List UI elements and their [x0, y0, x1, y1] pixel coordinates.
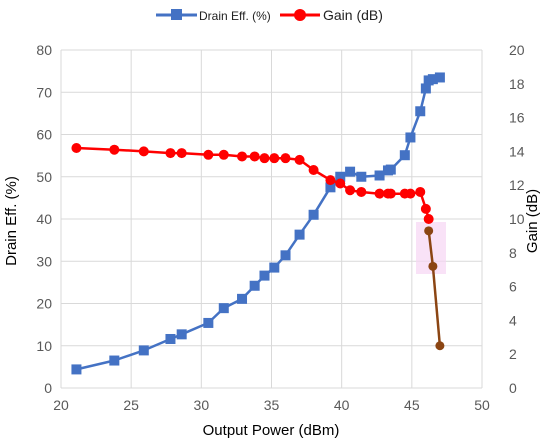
data-point-drain-eff [280, 250, 291, 261]
y-left-tick-label: 20 [36, 296, 52, 312]
x-tick-label: 40 [334, 397, 350, 413]
x-axis-ticks: 20 25 30 35 40 45 50 [53, 397, 490, 413]
y-right-tick-label: 4 [509, 312, 517, 328]
y-left-tick-label: 30 [36, 253, 52, 269]
data-point-gain-db [308, 164, 319, 175]
data-point-gain-db [280, 153, 291, 164]
data-point-drain-eff [356, 171, 367, 182]
data-point-drain-eff [109, 355, 120, 366]
y-right-tick-label: 10 [509, 211, 525, 227]
legend-gain-marker [294, 9, 306, 21]
y-left-tick-label: 40 [36, 211, 52, 227]
data-point-gain-db [423, 214, 434, 224]
y-right-tick-label: 20 [509, 42, 525, 58]
x-tick-label: 20 [53, 397, 69, 413]
series-line-drain-eff [76, 76, 441, 371]
y-left-tick-label: 50 [36, 169, 52, 185]
data-point-drain-eff [308, 209, 319, 220]
data-point-gain-db [294, 154, 305, 165]
legend-drain-eff-label: Drain Eff. (%) [199, 9, 271, 23]
data-point-gain-db [420, 203, 431, 214]
data-point-gain-db [259, 153, 270, 164]
x-tick-label: 35 [264, 397, 280, 413]
data-point-gain-db [218, 149, 229, 160]
y-right-axis-ticks: 0 2 4 6 8 10 12 14 16 18 20 [509, 42, 525, 396]
y-left-tick-label: 0 [44, 380, 52, 396]
data-point-drain-eff [294, 229, 305, 240]
x-axis-title: Output Power (dBm) [203, 422, 340, 439]
data-point-gain-db [109, 144, 120, 155]
y-right-tick-label: 8 [509, 245, 517, 261]
data-point-drain-eff [259, 270, 270, 281]
data-point-gain-tail [435, 341, 445, 351]
data-point-gain-tail [428, 261, 438, 271]
data-point-drain-eff [374, 170, 385, 181]
data-point-drain-eff [405, 132, 416, 143]
data-point-gain-tail [424, 226, 434, 236]
legend-gain-label: Gain (dB) [323, 7, 383, 23]
y-right-tick-label: 18 [509, 76, 525, 92]
x-tick-label: 25 [123, 397, 139, 413]
data-point-gain-db [356, 186, 367, 197]
y-right-tick-label: 2 [509, 346, 517, 362]
x-tick-label: 50 [474, 397, 490, 413]
y-right-tick-label: 14 [509, 143, 525, 159]
data-point-drain-eff [420, 83, 431, 94]
y-left-axis-ticks: 0 10 20 30 40 50 60 70 80 [36, 42, 52, 396]
data-point-gain-db [249, 151, 260, 162]
y-left-axis-title: Drain Eff. (%) [3, 176, 20, 266]
y-right-tick-label: 16 [509, 110, 525, 126]
data-point-gain-db [374, 188, 385, 199]
data-point-gain-db [203, 149, 214, 160]
x-tick-label: 45 [404, 397, 420, 413]
y-left-tick-label: 60 [36, 127, 52, 143]
data-point-gain-db [335, 178, 346, 189]
data-point-gain-db [138, 146, 149, 157]
data-point-gain-db [415, 186, 426, 197]
data-point-gain-db [71, 143, 82, 154]
data-point-gain-db [345, 185, 356, 196]
y-right-tick-label: 6 [509, 279, 517, 295]
data-point-drain-eff [237, 293, 248, 304]
data-point-drain-eff [335, 171, 346, 182]
data-point-drain-eff [325, 182, 336, 193]
data-point-drain-eff [269, 262, 280, 273]
data-point-drain-eff [138, 345, 149, 356]
x-tick-label: 30 [194, 397, 210, 413]
legend: Drain Eff. (%) Gain (dB) [156, 7, 383, 23]
data-point-gain-db [176, 148, 187, 159]
data-point-gain-db [405, 188, 416, 199]
data-point-drain-eff [385, 164, 396, 175]
y-left-tick-label: 70 [36, 84, 52, 100]
data-point-drain-eff [218, 303, 229, 314]
data-point-drain-eff [249, 280, 260, 291]
data-point-gain-db [325, 175, 336, 186]
y-right-tick-label: 12 [509, 177, 525, 193]
data-point-gain-db [165, 148, 176, 159]
data-point-drain-eff [427, 74, 438, 85]
data-point-drain-eff [203, 317, 214, 328]
data-point-drain-eff [165, 333, 176, 344]
y-right-tick-label: 0 [509, 380, 517, 396]
data-point-drain-eff [434, 72, 445, 83]
data-point-drain-eff [71, 364, 82, 375]
data-point-drain-eff [415, 106, 426, 117]
data-point-drain-eff [399, 150, 410, 161]
y-left-tick-label: 10 [36, 338, 52, 354]
data-point-gain-db [269, 153, 280, 164]
series-layer [71, 72, 445, 375]
data-point-gain-db [237, 151, 248, 162]
data-point-drain-eff [176, 329, 187, 340]
y-right-axis-title: Gain (dB) [524, 189, 541, 253]
y-left-tick-label: 80 [36, 42, 52, 58]
data-point-gain-db [385, 188, 396, 199]
legend-drain-eff-marker [171, 9, 182, 20]
data-point-drain-eff [345, 166, 356, 177]
